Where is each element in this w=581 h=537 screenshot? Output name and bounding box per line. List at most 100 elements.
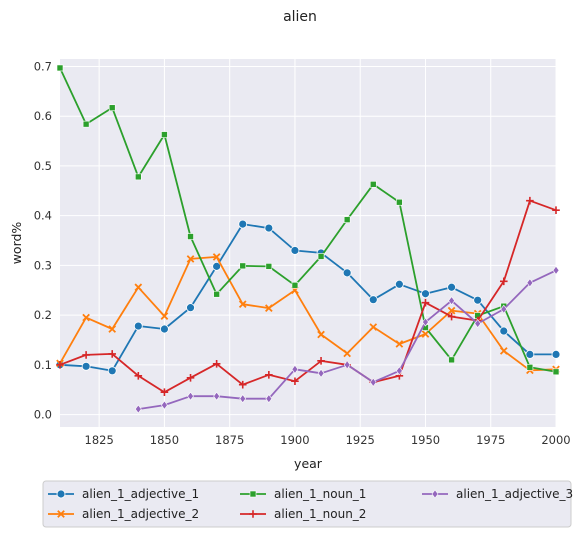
legend-marker — [249, 510, 257, 518]
x-tick-label: 1850 — [150, 433, 179, 447]
y-tick-label: 0.4 — [34, 209, 52, 223]
legend: alien_1_adjective_1 alien_1_adjective_2 al… — [42, 480, 573, 528]
data-point — [108, 104, 116, 112]
data-point — [317, 330, 325, 339]
data-point — [213, 290, 220, 298]
y-axis-title: word% — [9, 222, 24, 265]
data-point — [448, 296, 455, 306]
data-point — [82, 120, 90, 128]
y-tick-labels: 0.0 0.1 0.2 0.3 0.4 0.5 0.6 0.7 — [34, 59, 52, 421]
legend-box — [42, 480, 572, 528]
data-point — [395, 366, 403, 376]
data-point — [134, 371, 143, 380]
data-point — [187, 233, 194, 240]
y-tick-label: 0.0 — [34, 408, 52, 422]
legend-label: alien_1_noun_1 — [274, 487, 366, 501]
data-point — [108, 350, 117, 358]
data-point — [239, 262, 247, 270]
data-point — [107, 366, 117, 376]
data-point — [525, 349, 535, 359]
data-point — [135, 173, 142, 181]
data-point — [265, 263, 273, 270]
data-point — [343, 360, 351, 370]
data-point — [238, 219, 248, 229]
x-tick-label: 1825 — [85, 433, 114, 447]
data-point — [160, 312, 169, 320]
data-point — [134, 404, 142, 414]
data-point — [317, 253, 325, 260]
data-point — [265, 394, 273, 404]
data-point — [186, 303, 195, 313]
data-point — [213, 391, 221, 401]
data-point — [447, 306, 456, 315]
data-point — [343, 349, 351, 358]
data-point — [369, 377, 377, 387]
x-tick-label: 1925 — [346, 433, 375, 447]
data-point — [447, 282, 456, 292]
data-point — [212, 253, 221, 261]
legend-item: alien_1_noun_1 — [240, 487, 366, 501]
legend-item: alien_1_noun_2 — [240, 507, 366, 521]
legend-marker — [56, 489, 66, 499]
data-point — [343, 216, 351, 223]
data-point — [342, 268, 352, 278]
data-point — [291, 377, 299, 386]
legend-item: alien_1_adjective_3 — [422, 487, 573, 501]
data-point — [160, 324, 169, 334]
data-point — [265, 304, 273, 312]
data-point — [526, 364, 534, 371]
data-point — [448, 356, 455, 364]
data-point — [369, 323, 378, 331]
legend-label: alien_1_adjective_3 — [456, 487, 573, 501]
data-point — [499, 277, 508, 286]
data-point — [291, 364, 299, 374]
data-point — [395, 340, 404, 348]
data-point — [500, 304, 508, 314]
data-point — [499, 326, 509, 336]
series-line — [59, 67, 557, 373]
data-point — [212, 360, 221, 368]
data-point — [134, 283, 143, 292]
data-point — [552, 368, 560, 376]
legend-marker — [249, 490, 257, 498]
data-point — [108, 325, 117, 333]
series-alien_1_adjective_3 — [134, 265, 560, 414]
data-point — [56, 361, 64, 369]
chart-title: alien — [283, 9, 317, 25]
series-line — [59, 255, 557, 372]
data-point — [82, 313, 90, 322]
data-point — [526, 278, 534, 288]
data-point — [161, 131, 168, 138]
y-tick-label: 0.3 — [34, 258, 52, 272]
x-axis-title: year — [294, 456, 323, 471]
data-point — [551, 349, 561, 359]
data-point — [422, 317, 429, 327]
data-point — [526, 196, 534, 205]
data-point — [238, 300, 247, 309]
y-tick-label: 0.2 — [34, 308, 52, 322]
data-point — [317, 368, 325, 378]
data-point — [473, 295, 483, 305]
series-layer — [55, 64, 561, 414]
data-point — [239, 394, 247, 404]
series-alien_1_adjective_1 — [55, 219, 561, 376]
grid — [60, 59, 557, 427]
data-point — [291, 281, 299, 289]
data-point — [421, 330, 430, 338]
data-point — [212, 261, 222, 271]
y-tick-label: 0.5 — [34, 159, 52, 173]
x-tick-labels: 1825 1850 1875 1900 1925 1950 1975 2000 — [85, 433, 571, 447]
data-point — [368, 295, 378, 305]
x-tick-label: 1875 — [215, 433, 244, 447]
data-point — [161, 400, 168, 410]
data-point — [290, 246, 300, 255]
legend-label: alien_1_adjective_2 — [82, 507, 199, 521]
data-point — [552, 206, 560, 214]
data-point — [552, 265, 560, 275]
legend-marker — [431, 489, 439, 499]
x-tick-label: 1975 — [476, 433, 505, 447]
data-point — [421, 298, 430, 307]
plot-area — [60, 59, 556, 427]
data-point — [186, 255, 195, 263]
